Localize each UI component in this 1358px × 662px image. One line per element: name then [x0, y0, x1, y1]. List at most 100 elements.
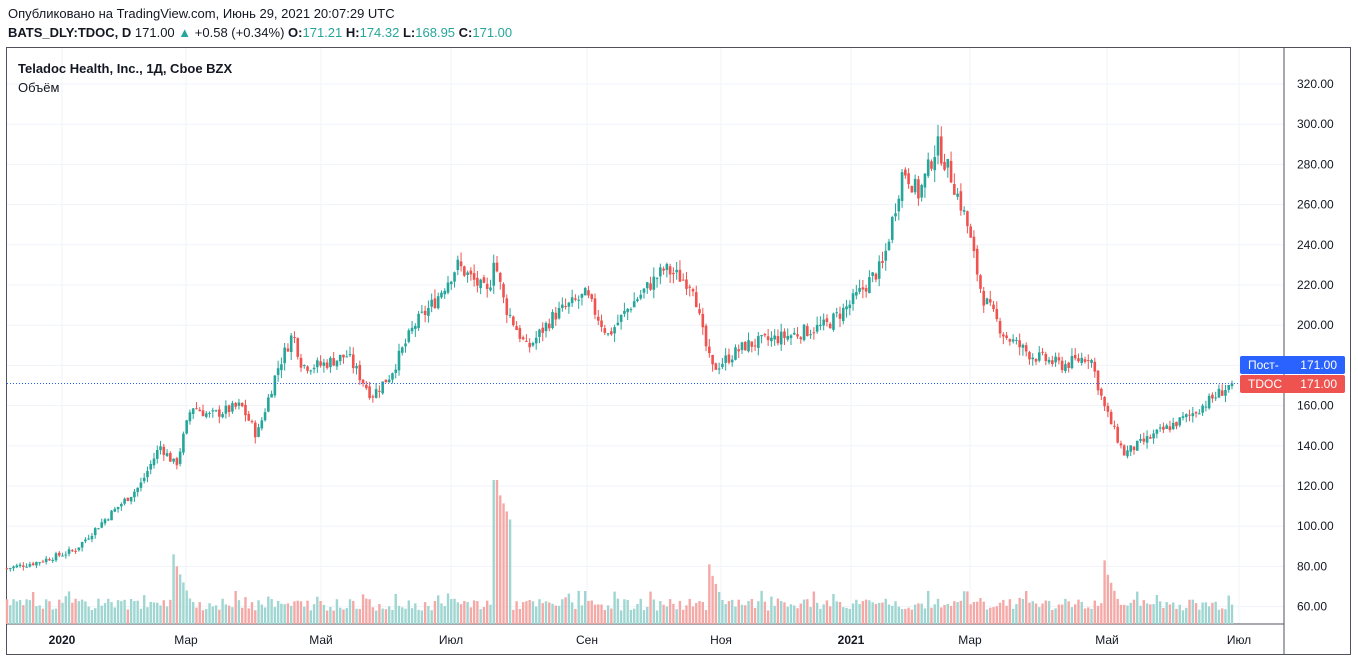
volume-bar	[1031, 601, 1034, 624]
volume-bar	[453, 598, 456, 624]
up-arrow-icon: ▲	[178, 25, 192, 40]
volume-bar	[531, 601, 535, 624]
candle-body	[12, 566, 15, 569]
volume-bar	[201, 610, 205, 624]
candle-body	[231, 403, 234, 412]
candle-body	[159, 446, 162, 451]
candle-body	[613, 327, 616, 334]
candle-body	[988, 299, 992, 303]
x-tick-label: 2020	[49, 633, 76, 647]
candle-body	[1224, 390, 1227, 396]
volume-bar	[642, 610, 646, 624]
volume-bar	[94, 608, 97, 624]
volume-bar	[28, 600, 32, 624]
volume-bar	[178, 574, 182, 624]
volume-bar	[711, 575, 714, 624]
volume-bar	[793, 605, 796, 624]
candle-body	[302, 365, 306, 367]
candle-body	[547, 323, 551, 329]
candle-body	[273, 375, 277, 396]
volume-bar	[662, 604, 665, 624]
candle-body	[1230, 383, 1234, 387]
candle-body	[943, 161, 946, 170]
volume-bar	[972, 601, 976, 624]
candle-body	[129, 496, 133, 502]
volume-bar	[1087, 607, 1090, 624]
volume-bar	[835, 601, 838, 624]
volume-bar	[1083, 608, 1087, 624]
volume-bar	[1129, 602, 1132, 624]
volume-bar	[237, 600, 241, 624]
candle-body	[260, 420, 264, 429]
candle-body	[1214, 397, 1217, 399]
candle-body	[819, 324, 822, 327]
candle-body	[348, 354, 352, 356]
volume-bar	[1123, 604, 1126, 624]
candle-body	[570, 297, 574, 304]
candle-body	[1211, 394, 1214, 399]
volume-bar	[417, 609, 420, 624]
volume-bar	[348, 599, 352, 624]
candle-body	[518, 328, 522, 339]
volume-bar	[221, 598, 224, 624]
volume-bar	[97, 598, 100, 624]
candle-body	[534, 337, 538, 344]
volume-bar	[920, 603, 923, 624]
volume-bar	[1119, 604, 1123, 624]
volume-bar	[633, 608, 636, 624]
candle-body	[1008, 339, 1012, 342]
volume-bar	[525, 601, 528, 624]
volume-bar	[1021, 598, 1025, 624]
candle-body	[1113, 425, 1116, 427]
candle-body	[515, 326, 518, 331]
symbol-label[interactable]: BATS_DLY:TDOC, D	[8, 25, 132, 40]
volume-bar	[940, 607, 943, 624]
volume-bar	[1034, 603, 1038, 624]
volume-bar	[1116, 598, 1119, 624]
volume-bar	[521, 602, 525, 624]
volume-bar	[544, 601, 548, 624]
candle-body	[714, 363, 718, 370]
volume-bar	[205, 609, 208, 624]
volume-bar	[1172, 602, 1175, 624]
volume-bar	[433, 601, 437, 624]
candle-body	[146, 470, 149, 478]
y-tick-label: 300.00	[1297, 117, 1334, 131]
candle-body	[832, 313, 835, 330]
candle-body	[1145, 436, 1149, 443]
candle-body	[227, 405, 231, 413]
volume-bar	[675, 609, 678, 624]
candle-body	[430, 299, 433, 307]
candle-body	[959, 191, 963, 211]
candle-body	[1217, 388, 1221, 398]
candle-body	[1142, 438, 1146, 442]
volume-bar	[35, 606, 38, 624]
candle-body	[400, 347, 404, 353]
volume-bar	[152, 602, 156, 624]
volume-bar	[682, 609, 685, 624]
volume-bar	[1064, 598, 1067, 624]
candle-body	[319, 361, 322, 366]
candle-body	[858, 288, 861, 292]
volume-bar	[770, 596, 773, 624]
volume-bar	[352, 601, 355, 624]
candle-body	[580, 293, 584, 298]
candle-body	[907, 173, 910, 185]
chart-title[interactable]: Teladoc Health, Inc., 1Д, Cboe BZX	[18, 61, 233, 76]
volume-bar	[698, 601, 701, 624]
candle-body	[198, 409, 202, 412]
candle-body	[645, 282, 649, 289]
candle-body	[1165, 425, 1168, 429]
candle-body	[773, 335, 776, 340]
volume-bar	[1005, 605, 1008, 624]
candle-body	[1227, 385, 1231, 390]
candle-body	[923, 173, 927, 188]
candle-body	[851, 293, 855, 305]
candle-body	[913, 178, 917, 193]
volume-bar	[998, 602, 1002, 624]
candle-body	[757, 336, 760, 348]
candle-body	[704, 325, 708, 347]
volume-bar	[502, 503, 505, 624]
volume-indicator-label[interactable]: Объём	[18, 80, 60, 95]
